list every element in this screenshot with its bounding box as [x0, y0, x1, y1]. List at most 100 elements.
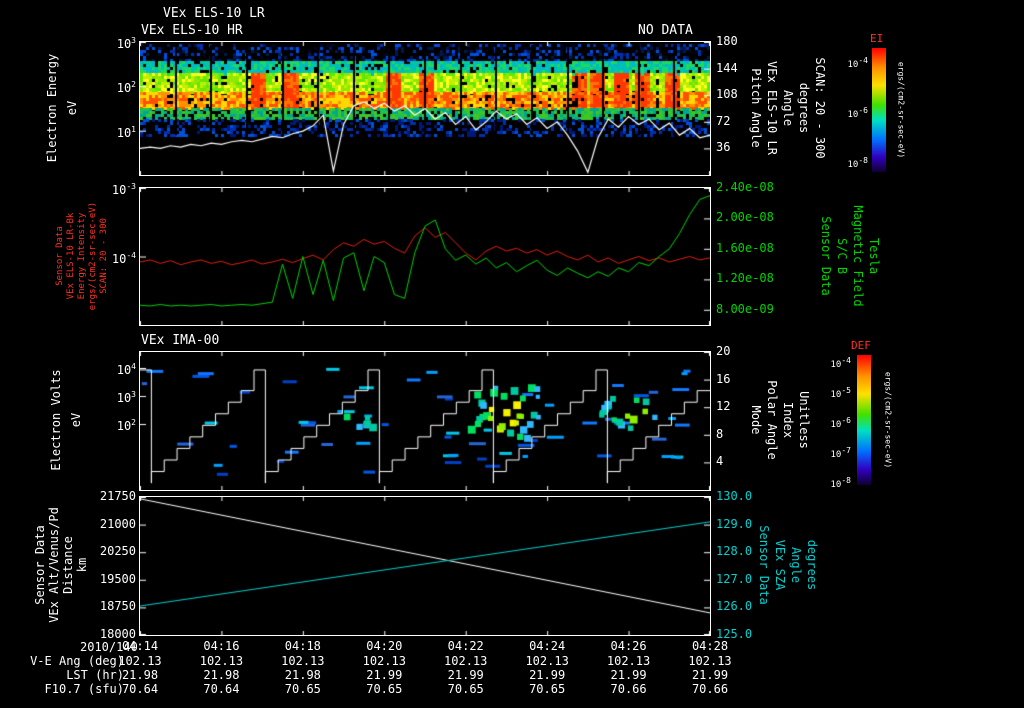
p3-mode-tick-3: 8: [716, 426, 724, 441]
colorbar2-tick-0: 10-4: [830, 356, 851, 371]
p2-left-label-2: Energy Intensity: [77, 212, 87, 300]
table-1-val-0: 21.98: [121, 668, 159, 682]
colorbar2-tick-3: 10-7: [830, 445, 851, 460]
table-0-val-7: 102.13: [688, 654, 732, 668]
p4-alt-tick-0: 21750: [99, 489, 136, 503]
ima-spectrogram-canvas: [139, 351, 711, 491]
table-1-val-4: 21.99: [447, 668, 484, 682]
panel3-title: VEx IMA-00: [141, 333, 220, 348]
p1-ytick-0: 103: [116, 36, 136, 51]
p1-ytick-2: 101: [116, 124, 136, 140]
time-label-6: 04:26: [610, 639, 647, 653]
p1-ytick-1: 102: [116, 80, 136, 96]
p1-pitch-tick-1: 144: [716, 60, 738, 75]
table-2-val-0: 70.64: [121, 682, 159, 696]
p4-sza-tick-4: 126.0: [716, 599, 753, 614]
p2-right-label-3: Tesla: [867, 237, 881, 275]
p3-mode-tick-4: 4: [716, 454, 724, 469]
p4-right-label-0: Sensor Data: [757, 525, 771, 605]
p1-pitch-tick-3: 72: [716, 113, 731, 128]
p2-b-tick-0: 2.40e-08: [716, 180, 774, 194]
panel1-title-hr: VEx ELS-10 HR: [141, 23, 243, 38]
table-0-val-4: 102.13: [444, 654, 488, 668]
table-1-val-3: 21.99: [366, 668, 403, 682]
table-0-val-3: 102.13: [362, 654, 406, 668]
intensity-bfield-canvas: [139, 187, 711, 326]
p2-b-tick-1: 2.00e-08: [716, 210, 774, 225]
colorbar2: [857, 355, 871, 485]
p3-ytick-2: 102: [116, 418, 136, 434]
table-row-label-0: V-E Ang (deg): [30, 654, 124, 668]
table-1-val-7: 21.99: [691, 668, 729, 682]
p3-mode-tick-0: 20: [716, 344, 731, 358]
table-row-label-2: F10.7 (sfu): [44, 682, 124, 696]
table-row-label-1: LST (hr): [66, 668, 124, 682]
table-2-val-2: 70.65: [284, 682, 321, 696]
els-spectrogram-canvas: [139, 41, 711, 176]
colorbar1-label: EI: [870, 32, 884, 45]
p3-right-label-0: Mode: [749, 405, 763, 435]
p4-left-label-2: Distance: [61, 536, 75, 594]
p4-left-label-3: km: [75, 557, 89, 573]
time-label-0: 04:14: [121, 639, 159, 653]
panel1-title-lr: VEx ELS-10 LR: [163, 6, 265, 21]
p4-right-label-3: degrees: [805, 539, 819, 591]
p2-b-tick-4: 8.00e-09: [716, 301, 774, 316]
p1-pitch-tick-4: 36: [716, 140, 731, 155]
no-data-label: NO DATA: [638, 23, 693, 38]
p1-pitch-tick-2: 108: [716, 87, 738, 102]
colorbar1-tick-2: 10-8: [847, 155, 868, 170]
p2-b-tick-3: 1.20e-08: [716, 271, 774, 286]
p4-sza-tick-2: 128.0: [716, 544, 753, 559]
p4-sza-tick-3: 127.0: [716, 571, 753, 586]
table-0-val-1: 102.13: [199, 654, 244, 668]
panel1-ylabel-unit: eV: [65, 100, 79, 116]
colorbar2-tick-1: 10-5: [830, 386, 851, 401]
table-0-val-2: 102.13: [281, 654, 325, 668]
colorbar2-tick-2: 10-6: [830, 416, 851, 430]
table-1-val-1: 21.98: [203, 668, 240, 682]
p4-alt-tick-2: 20250: [99, 544, 136, 559]
p1-right-label-2: Angle: [781, 89, 795, 127]
p3-ytick-0: 104: [116, 362, 136, 377]
p2-ytick-1: 10-4: [111, 250, 136, 266]
table-1-val-2: 21.98: [284, 668, 321, 682]
p4-alt-tick-5: 18000: [99, 627, 136, 641]
p3-ytick-1: 103: [116, 390, 136, 406]
p4-left-label-0: Sensor Data: [33, 525, 47, 605]
panel1-ylabel: Electron Energy: [45, 53, 59, 163]
table-2-val-7: 70.66: [691, 682, 729, 696]
panel3-ylabel: Electron Volts: [49, 369, 63, 471]
p1-pitch-tick-0: 180: [716, 34, 738, 48]
p2-left-label-4: SCAN: 20 - 300: [99, 218, 109, 294]
table-1-val-6: 21.99: [610, 668, 647, 682]
table-2-val-5: 70.65: [529, 682, 566, 696]
p4-alt-tick-4: 18750: [99, 599, 136, 614]
p3-right-label-1: Polar Angle: [765, 380, 779, 460]
p2-left-label-0: Sensor Data: [55, 226, 65, 286]
time-label-1: 04:16: [203, 639, 240, 653]
p2-left-label-1: VEx ELS-10 LR-Bk: [66, 212, 76, 300]
p4-sza-tick-5: 125.0: [716, 627, 753, 641]
table-0-val-5: 102.13: [525, 654, 569, 668]
p4-right-label-2: Angle: [789, 546, 803, 584]
p1-right-label-0: Pitch Angle: [749, 68, 763, 148]
table-2-val-6: 70.66: [610, 682, 647, 696]
p2-left-label-3: ergs/(cm2-sr-sec-eV): [88, 201, 98, 311]
panel3-ylabel-unit: eV: [69, 412, 83, 428]
colorbar2-units: ergs/(cm2-sr-sec-eV): [883, 371, 893, 469]
p2-right-label-1: S/C B: [835, 237, 849, 275]
p2-b-tick-2: 1.60e-08: [716, 240, 774, 255]
table-2-val-4: 70.65: [447, 682, 484, 696]
time-label-5: 04:24: [529, 639, 566, 653]
p4-alt-tick-1: 21000: [99, 516, 136, 531]
p3-mode-tick-2: 12: [716, 399, 731, 414]
colorbar1-units: ergs/(cm2-sr-sec-eV): [896, 61, 906, 159]
p4-left-label-1: VEx Alt/Venus/Pd: [47, 507, 61, 623]
date-label: 2010/140: [80, 640, 138, 654]
p4-right-label-1: VEx SZA: [773, 539, 787, 591]
table-1-val-5: 21.99: [529, 668, 566, 682]
time-label-3: 04:20: [366, 639, 403, 653]
p4-alt-tick-3: 19500: [99, 571, 136, 586]
